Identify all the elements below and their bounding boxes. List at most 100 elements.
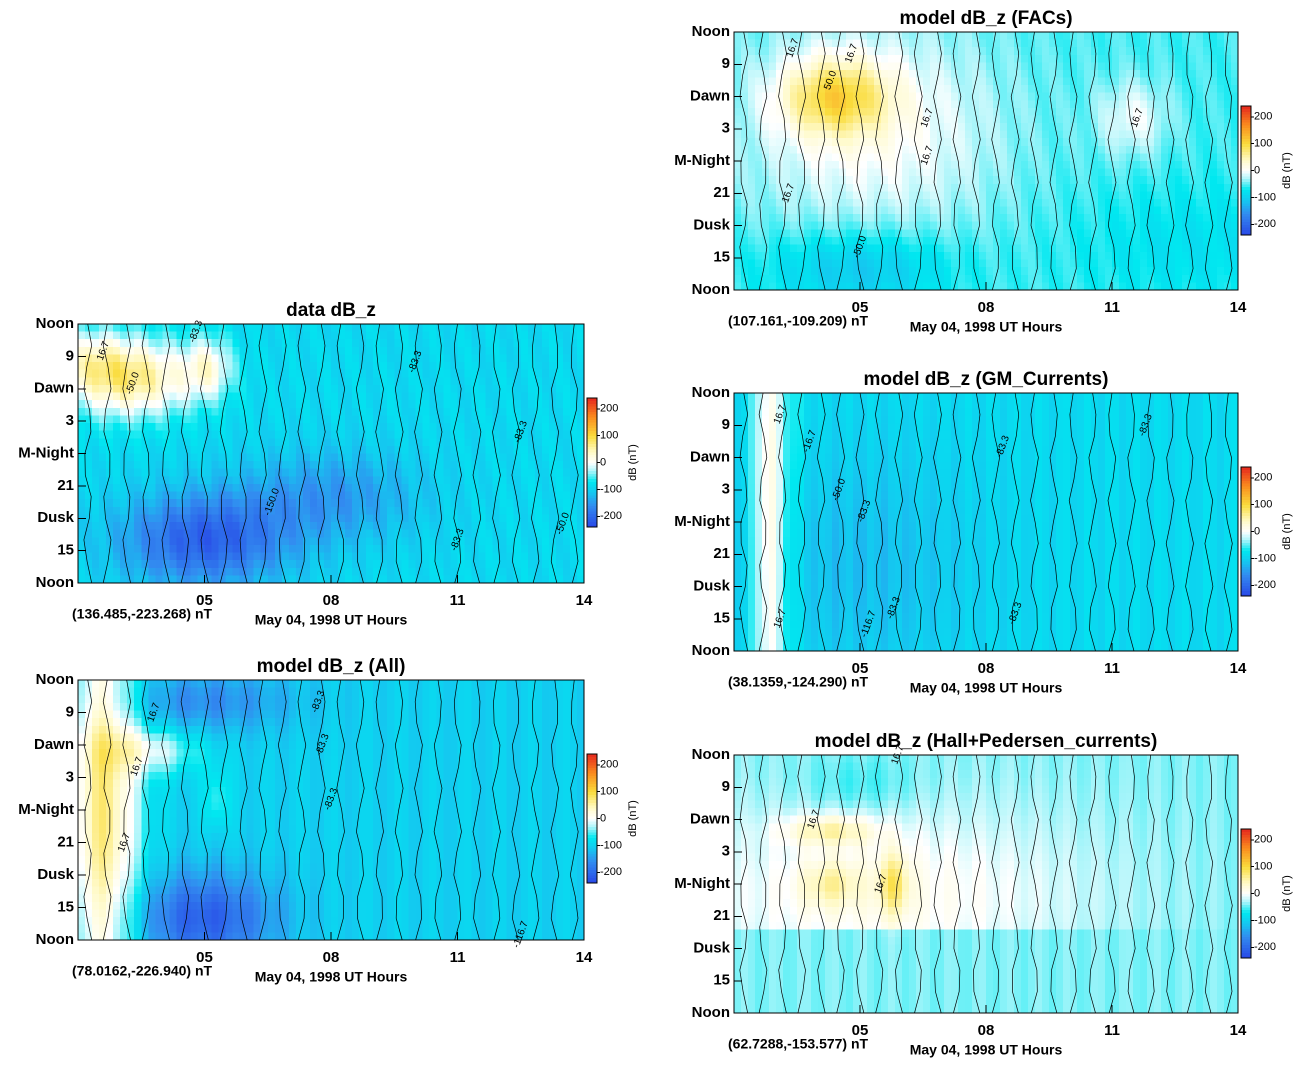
- field-cell: [162, 507, 170, 515]
- field-cell: [528, 810, 536, 818]
- field-cell: [331, 499, 339, 507]
- field-cell: [134, 545, 142, 553]
- field-cell: [169, 810, 177, 818]
- field-cell: [169, 507, 177, 515]
- field-cell: [387, 568, 395, 576]
- field-cell: [190, 848, 198, 856]
- field-cell: [429, 848, 437, 856]
- field-cell: [436, 553, 444, 561]
- field-cell: [331, 856, 339, 864]
- field-cell: [486, 575, 494, 583]
- field-cell: [92, 825, 100, 833]
- field-cell: [331, 825, 339, 833]
- field-cell: [303, 795, 311, 803]
- field-cell: [387, 833, 395, 841]
- field-cell: [289, 370, 297, 378]
- field-cell: [514, 568, 522, 576]
- field-cell: [500, 756, 508, 764]
- field-cell: [247, 415, 255, 423]
- field-cell: [219, 484, 227, 492]
- field-cell: [549, 393, 557, 401]
- field-cell: [359, 545, 367, 553]
- field-cell: [134, 476, 142, 484]
- field-cell: [190, 484, 198, 492]
- field-cell: [92, 779, 100, 787]
- field-cell: [247, 886, 255, 894]
- field-cell: [169, 795, 177, 803]
- field-cell: [127, 469, 135, 477]
- field-cell: [352, 438, 360, 446]
- field-cell: [303, 492, 311, 500]
- field-cell: [169, 833, 177, 841]
- field-cell: [317, 454, 325, 462]
- field-cell: [190, 894, 198, 902]
- field-cell: [268, 871, 276, 879]
- field-cell: [310, 856, 318, 864]
- field-cell: [155, 909, 163, 917]
- field-cell: [205, 818, 213, 826]
- field-cell: [99, 461, 107, 469]
- field-cell: [197, 848, 205, 856]
- field-cell: [507, 680, 515, 688]
- field-cell: [106, 553, 114, 561]
- field-cell: [296, 680, 304, 688]
- field-cell: [528, 507, 536, 515]
- field-cell: [233, 695, 241, 703]
- field-cell: [155, 734, 163, 742]
- field-cell: [528, 339, 536, 347]
- field-cell: [465, 772, 473, 780]
- field-cell: [219, 423, 227, 431]
- field-cell: [345, 680, 353, 688]
- field-cell: [183, 408, 191, 416]
- field-cell: [190, 695, 198, 703]
- field-cell: [493, 484, 501, 492]
- field-cell: [296, 779, 304, 787]
- field-cell: [528, 833, 536, 841]
- field-cell: [120, 423, 128, 431]
- field-cell: [219, 779, 227, 787]
- field-cell: [500, 734, 508, 742]
- field-cell: [296, 703, 304, 711]
- field-cell: [169, 568, 177, 576]
- field-cell: [486, 848, 494, 856]
- field-cell: [106, 568, 114, 576]
- field-cell: [479, 925, 487, 933]
- field-cell: [127, 718, 135, 726]
- field-cell: [507, 354, 515, 362]
- field-cell: [521, 522, 529, 530]
- field-cell: [422, 833, 430, 841]
- field-cell: [317, 779, 325, 787]
- field-cell: [296, 507, 304, 515]
- field-cell: [113, 575, 121, 583]
- field-cell: [521, 810, 529, 818]
- field-cell: [254, 756, 262, 764]
- field-cell: [436, 756, 444, 764]
- field-cell: [310, 787, 318, 795]
- field-cell: [155, 408, 163, 416]
- field-cell: [556, 841, 564, 849]
- field-cell: [106, 925, 114, 933]
- field-cell: [275, 764, 283, 772]
- field-cell: [408, 469, 416, 477]
- field-cell: [366, 575, 374, 583]
- field-cell: [92, 385, 100, 393]
- field-cell: [338, 423, 346, 431]
- field-cell: [521, 764, 529, 772]
- field-cell: [331, 726, 339, 734]
- field-cell: [78, 764, 86, 772]
- field-cell: [507, 779, 515, 787]
- field-cell: [542, 400, 550, 408]
- field-cell: [141, 385, 149, 393]
- field-cell: [120, 347, 128, 355]
- field-cell: [134, 454, 142, 462]
- field-cell: [226, 695, 234, 703]
- field-cell: [310, 932, 318, 940]
- field-cell: [275, 848, 283, 856]
- field-cell: [296, 749, 304, 757]
- field-cell: [190, 703, 198, 711]
- field-cell: [422, 362, 430, 370]
- field-cell: [92, 423, 100, 431]
- field-cell: [197, 787, 205, 795]
- field-cell: [155, 347, 163, 355]
- field-cell: [556, 553, 564, 561]
